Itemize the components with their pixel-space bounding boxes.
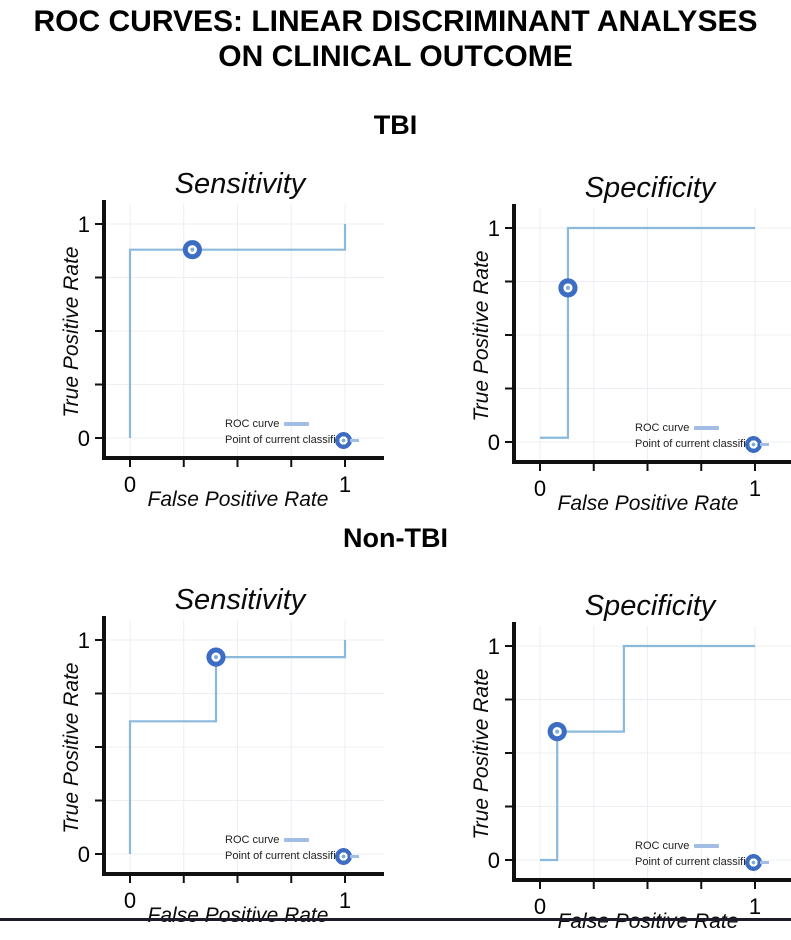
x-axis-line bbox=[512, 878, 791, 882]
plot-title: Specificity bbox=[584, 590, 716, 622]
figure-title-line1: ROC CURVES: LINEAR DISCRIMINANT ANALYSES bbox=[33, 5, 758, 38]
y-axis-label: True Positive Rate bbox=[60, 662, 83, 834]
legend-point-label: Point of current classifier bbox=[635, 437, 756, 450]
legend-roc-label: ROC curve bbox=[225, 418, 280, 430]
roc-curve-line bbox=[540, 644, 755, 862]
plot-legend: ROC curve Point of current classifier bbox=[635, 839, 770, 871]
y-tick-label: 0 bbox=[78, 842, 90, 867]
plot-legend: ROC curve Point of current classifier bbox=[225, 833, 360, 865]
y-axis-line bbox=[512, 204, 516, 464]
x-tick-label: 0 bbox=[534, 894, 546, 919]
legend-point-row: Point of current classifier bbox=[225, 431, 360, 449]
roc-curve-line bbox=[128, 640, 347, 854]
roc-line-swatch-icon bbox=[694, 426, 720, 431]
y-axis-line bbox=[102, 200, 106, 460]
legend-point-label: Point of current classifier bbox=[225, 433, 346, 446]
classifier-point-icon bbox=[745, 853, 770, 871]
legend-roc-label: ROC curve bbox=[635, 840, 690, 852]
roc-panel-nontbi-sensitivity: 0 0 1 1 Sensitivity True Positive Rate Fals… bbox=[42, 568, 427, 934]
legend-roc-label: ROC curve bbox=[635, 422, 690, 434]
legend-point-row: Point of current classifier bbox=[225, 847, 360, 865]
section-header-non-tbi: Non-TBI bbox=[343, 523, 448, 553]
roc-plot-tbi-specificity: 0 0 1 1 bbox=[488, 204, 791, 501]
legend-roc-label: ROC curve bbox=[225, 834, 280, 846]
legend-roc-row: ROC curve bbox=[225, 833, 352, 848]
y-tick-label: 1 bbox=[78, 628, 90, 653]
classifier-point-icon bbox=[745, 435, 770, 453]
legend-roc-row: ROC curve bbox=[635, 421, 762, 436]
legend-roc-row: ROC curve bbox=[635, 839, 762, 854]
figure-title: ROC CURVES: LINEAR DISCRIMINANT ANALYSES… bbox=[0, 4, 791, 74]
x-tick-label: 0 bbox=[534, 476, 546, 501]
y-tick-label: 1 bbox=[488, 634, 500, 659]
y-axis-label: True Positive Rate bbox=[470, 668, 493, 840]
section-header-tbi: TBI bbox=[373, 110, 418, 140]
classifier-point-icon bbox=[335, 431, 360, 449]
x-tick-label: 1 bbox=[339, 888, 351, 913]
roc-line-swatch-icon bbox=[284, 838, 310, 843]
plot-legend: ROC curve Point of current classifier bbox=[225, 417, 360, 449]
roc-panel-nontbi-specificity: 0 0 1 1 Specificity True Positive Rate Fals… bbox=[452, 574, 791, 940]
y-tick-label: 1 bbox=[488, 216, 500, 241]
legend-point-row: Point of current classifier bbox=[635, 435, 770, 453]
plot-title: Sensitivity bbox=[174, 584, 306, 616]
y-axis-line bbox=[512, 622, 516, 882]
y-tick-label: 0 bbox=[488, 848, 500, 873]
roc-plot-nontbi-sensitivity: 0 0 1 1 bbox=[78, 616, 384, 913]
y-tick-label: 0 bbox=[78, 426, 90, 451]
x-tick-label: 1 bbox=[749, 894, 761, 919]
x-axis-label: False Positive Rate bbox=[147, 488, 329, 511]
x-tick-label: 1 bbox=[339, 472, 351, 497]
y-axis-label: True Positive Rate bbox=[60, 246, 83, 418]
figure-title-line2: ON CLINICAL OUTCOME bbox=[218, 40, 573, 73]
x-axis-label: False Positive Rate bbox=[147, 904, 329, 927]
x-axis-label: False Positive Rate bbox=[557, 492, 739, 515]
x-axis-line bbox=[102, 456, 384, 460]
y-tick-label: 1 bbox=[78, 212, 90, 237]
x-tick-label: 1 bbox=[749, 476, 761, 501]
roc-curve-line bbox=[128, 224, 347, 438]
bottom-border-rule bbox=[0, 918, 791, 921]
x-axis-label: False Positive Rate bbox=[557, 910, 739, 933]
legend-point-label: Point of current classifier bbox=[225, 849, 346, 862]
plot-title: Specificity bbox=[584, 172, 716, 204]
legend-point-label: Point of current classifier bbox=[635, 855, 756, 868]
y-axis-label: True Positive Rate bbox=[470, 250, 493, 422]
x-axis-line bbox=[512, 460, 791, 464]
roc-panel-tbi-specificity: 0 0 1 1 Specificity True Positive Rate Fals… bbox=[452, 156, 791, 522]
classifier-point-marker-center bbox=[565, 285, 570, 290]
plot-legend: ROC curve Point of current classifier bbox=[635, 421, 770, 453]
legend-roc-row: ROC curve bbox=[225, 417, 352, 432]
legend-point-row: Point of current classifier bbox=[635, 853, 770, 871]
roc-line-swatch-icon bbox=[694, 844, 720, 849]
y-tick-label: 0 bbox=[488, 430, 500, 455]
classifier-point-marker-center bbox=[214, 655, 218, 660]
x-axis-line bbox=[102, 872, 384, 876]
plot-title: Sensitivity bbox=[174, 168, 306, 200]
classifier-point-icon bbox=[335, 847, 360, 865]
roc-panel-tbi-sensitivity: 0 0 1 1 Sensitivity True Positive Rate Fals… bbox=[42, 152, 427, 518]
roc-plot-nontbi-specificity: 0 0 1 1 bbox=[488, 622, 791, 919]
roc-plot-tbi-sensitivity: 0 0 1 1 bbox=[78, 200, 384, 497]
roc-line-swatch-icon bbox=[284, 422, 310, 427]
classifier-point-marker-center bbox=[555, 729, 560, 734]
x-tick-label: 0 bbox=[124, 472, 136, 497]
classifier-point-marker-center bbox=[190, 247, 195, 252]
roc-curve-line bbox=[540, 226, 755, 439]
y-axis-line bbox=[102, 616, 106, 876]
x-tick-label: 0 bbox=[124, 888, 136, 913]
